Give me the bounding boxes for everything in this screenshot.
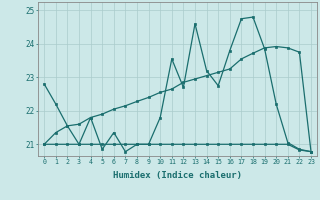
X-axis label: Humidex (Indice chaleur): Humidex (Indice chaleur)	[113, 171, 242, 180]
